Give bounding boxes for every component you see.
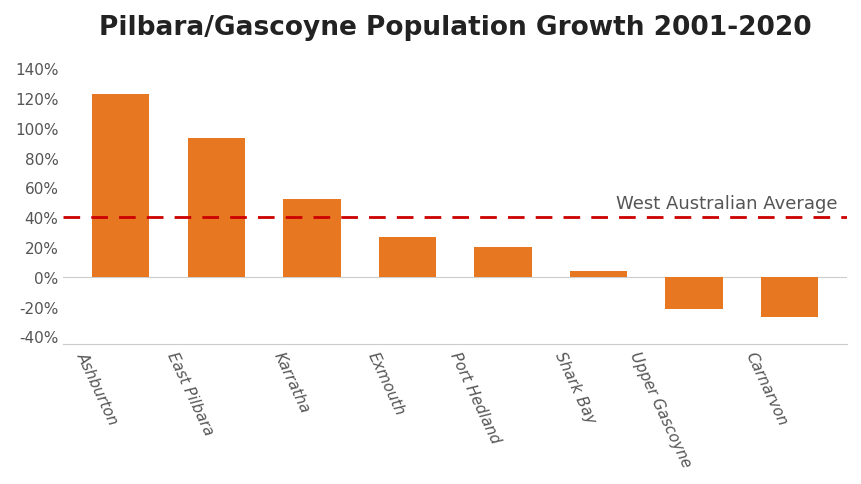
- Text: West Australian Average: West Australian Average: [616, 195, 837, 212]
- Bar: [92, 94, 149, 277]
- Bar: [474, 247, 531, 277]
- Bar: [760, 277, 817, 318]
- Bar: [378, 237, 436, 277]
- Title: Pilbara/Gascoyne Population Growth 2001-2020: Pilbara/Gascoyne Population Growth 2001-…: [99, 15, 810, 41]
- Bar: [569, 271, 627, 277]
- Bar: [282, 200, 340, 277]
- Bar: [665, 277, 722, 310]
- Bar: [188, 139, 245, 277]
